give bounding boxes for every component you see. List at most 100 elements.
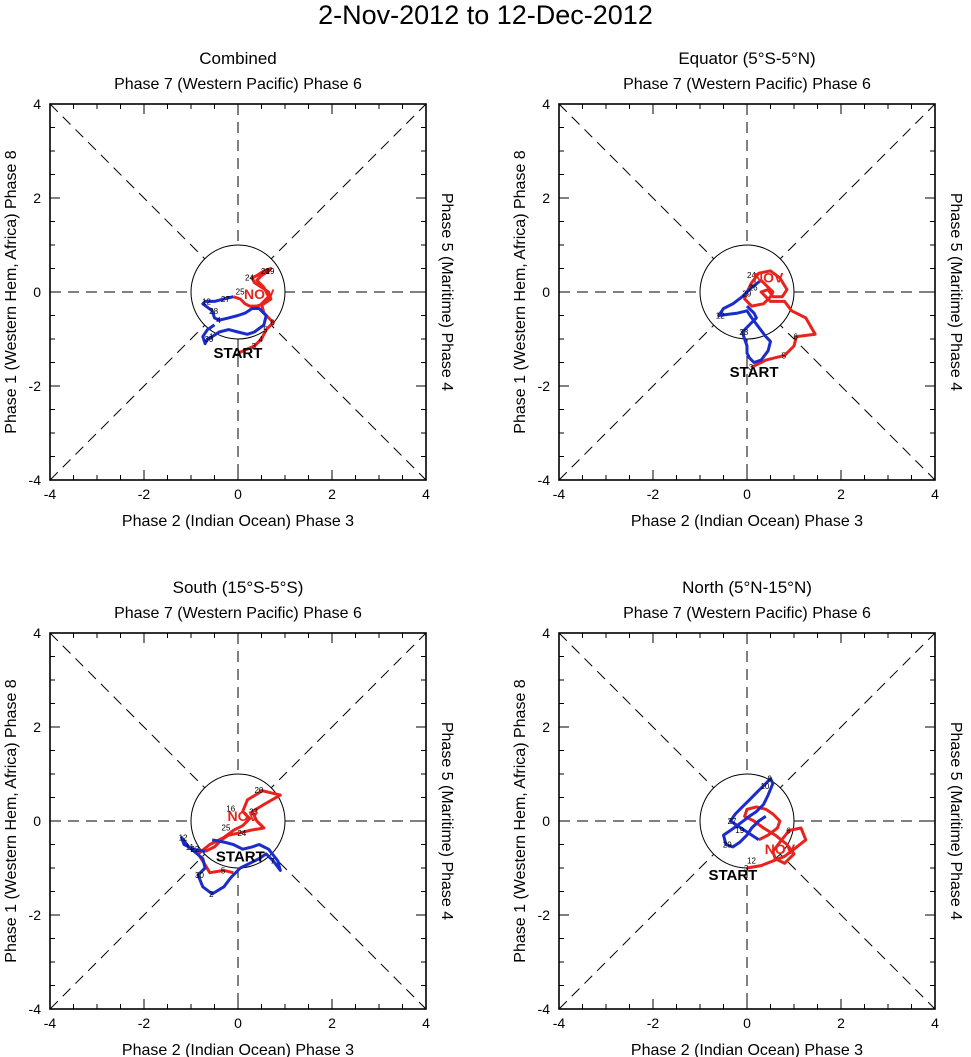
day-label: 6 bbox=[270, 319, 275, 328]
day-label: 27 bbox=[221, 295, 230, 304]
day-label: 3 bbox=[749, 363, 754, 372]
day-label: 5 bbox=[782, 351, 787, 360]
day-label: 30 bbox=[204, 335, 213, 344]
day-label: 24 bbox=[747, 271, 756, 280]
x-tick-label: -4 bbox=[44, 486, 57, 502]
december-trajectory bbox=[717, 279, 772, 364]
right-axis-label: Phase 5 (Maritime) Phase 4 bbox=[438, 722, 455, 920]
unit-circle bbox=[699, 773, 795, 869]
day-label: 27 bbox=[728, 817, 737, 826]
november-trajectory bbox=[743, 805, 808, 870]
unit-circle bbox=[699, 244, 795, 340]
left-axis-label: Phase 1 (Western Hem, Africa) Phase 8 bbox=[512, 679, 529, 962]
x-tick-label: -2 bbox=[647, 486, 660, 502]
x-tick-label: -2 bbox=[138, 486, 151, 502]
day-label: 6 bbox=[793, 333, 798, 342]
day-label: 9 bbox=[768, 775, 773, 784]
day-label: 24 bbox=[237, 829, 246, 838]
day-label: 3 bbox=[251, 342, 256, 351]
left-axis-label: Phase 1 (Western Hem, Africa) Phase 8 bbox=[512, 150, 529, 433]
diagonal-guide-line bbox=[49, 632, 427, 1010]
x-tick-label: 0 bbox=[743, 1015, 751, 1031]
x-tick-label: 2 bbox=[328, 1015, 336, 1031]
day-label: 12 bbox=[716, 312, 725, 321]
y-tick-label: -2 bbox=[29, 907, 42, 923]
x-tick-label: 2 bbox=[837, 486, 845, 502]
y-tick-label: 0 bbox=[33, 284, 41, 300]
y-tick-label: 4 bbox=[542, 625, 550, 641]
start-marker: START bbox=[730, 364, 779, 381]
plot-frame bbox=[49, 632, 427, 1010]
diagonal-guide-line bbox=[558, 103, 936, 481]
diagonal-guide-line bbox=[49, 632, 427, 1010]
panel-title: South (15°S-5°S) bbox=[173, 578, 304, 597]
december-trajectory bbox=[722, 777, 775, 849]
day-label: 26 bbox=[749, 283, 758, 292]
y-tick-label: -4 bbox=[538, 472, 551, 488]
day-label: 11 bbox=[186, 843, 195, 852]
day-label: 25 bbox=[236, 287, 245, 296]
x-tick-label: 4 bbox=[422, 486, 430, 502]
y-tick-label: 2 bbox=[542, 190, 550, 206]
day-label: 1 bbox=[209, 333, 214, 342]
right-axis-label: Phase 5 (Maritime) Phase 4 bbox=[947, 193, 964, 391]
day-label: 6 bbox=[786, 826, 791, 835]
december-trajectory bbox=[201, 295, 268, 346]
day-label: 30 bbox=[195, 871, 204, 880]
y-tick-label: 0 bbox=[33, 813, 41, 829]
start-marker: START bbox=[216, 848, 265, 865]
day-label: 2 bbox=[235, 349, 240, 358]
diagonal-guide-line bbox=[558, 103, 936, 481]
panel-title: North (5°N-15°N) bbox=[682, 578, 812, 597]
november-trajectory bbox=[743, 269, 817, 369]
day-label: 20 bbox=[254, 786, 263, 795]
x-tick-label: -2 bbox=[647, 1015, 660, 1031]
day-label: 29 bbox=[723, 841, 732, 850]
diagonal-guide-line bbox=[558, 632, 936, 1010]
y-tick-label: -2 bbox=[538, 907, 551, 923]
y-tick-label: -4 bbox=[29, 1001, 42, 1017]
day-label: 3 bbox=[744, 864, 749, 873]
y-tick-label: -2 bbox=[29, 378, 42, 394]
diagonal-guide-line bbox=[558, 632, 936, 1010]
x-tick-label: 4 bbox=[931, 1015, 939, 1031]
left-axis-label: Phase 1 (Western Hem, Africa) Phase 8 bbox=[3, 679, 20, 962]
plot-frame bbox=[49, 103, 427, 481]
y-tick-label: 2 bbox=[33, 190, 41, 206]
unit-circle bbox=[190, 244, 286, 340]
x-tick-label: 0 bbox=[743, 486, 751, 502]
y-tick-label: -4 bbox=[538, 1001, 551, 1017]
day-label: 4 bbox=[216, 316, 221, 325]
month-marker-nov: NOV bbox=[228, 808, 259, 824]
right-axis-label: Phase 5 (Maritime) Phase 4 bbox=[947, 722, 964, 920]
diagonal-guide-line bbox=[49, 103, 427, 481]
day-label: 16 bbox=[226, 805, 235, 814]
y-tick-label: -4 bbox=[29, 472, 42, 488]
unit-circle bbox=[190, 773, 286, 869]
month-marker-nov: NOV bbox=[765, 841, 796, 857]
plot-frame bbox=[558, 632, 936, 1010]
day-label: 24 bbox=[245, 273, 254, 282]
day-label: 20 bbox=[261, 267, 270, 276]
y-tick-label: 4 bbox=[33, 625, 41, 641]
november-trajectory bbox=[196, 789, 282, 875]
top-axis-label: Phase 7 (Western Pacific) Phase 6 bbox=[114, 605, 362, 622]
day-label: 12 bbox=[202, 297, 211, 306]
panel-title: Equator (5°S-5°N) bbox=[678, 49, 815, 68]
day-label: 7 bbox=[270, 857, 275, 866]
figure-title: 2-Nov-2012 to 12-Dec-2012 bbox=[318, 0, 653, 30]
day-label: 28 bbox=[739, 328, 748, 337]
day-label: 25 bbox=[222, 823, 231, 832]
right-axis-label: Phase 5 (Maritime) Phase 4 bbox=[438, 193, 455, 391]
x-tick-label: -4 bbox=[553, 1015, 566, 1031]
y-tick-label: 4 bbox=[33, 96, 41, 112]
november-trajectory bbox=[232, 267, 275, 355]
panel-title: Combined bbox=[199, 49, 277, 68]
month-marker-nov: NOV bbox=[753, 270, 784, 286]
day-label: 2 bbox=[209, 890, 214, 899]
